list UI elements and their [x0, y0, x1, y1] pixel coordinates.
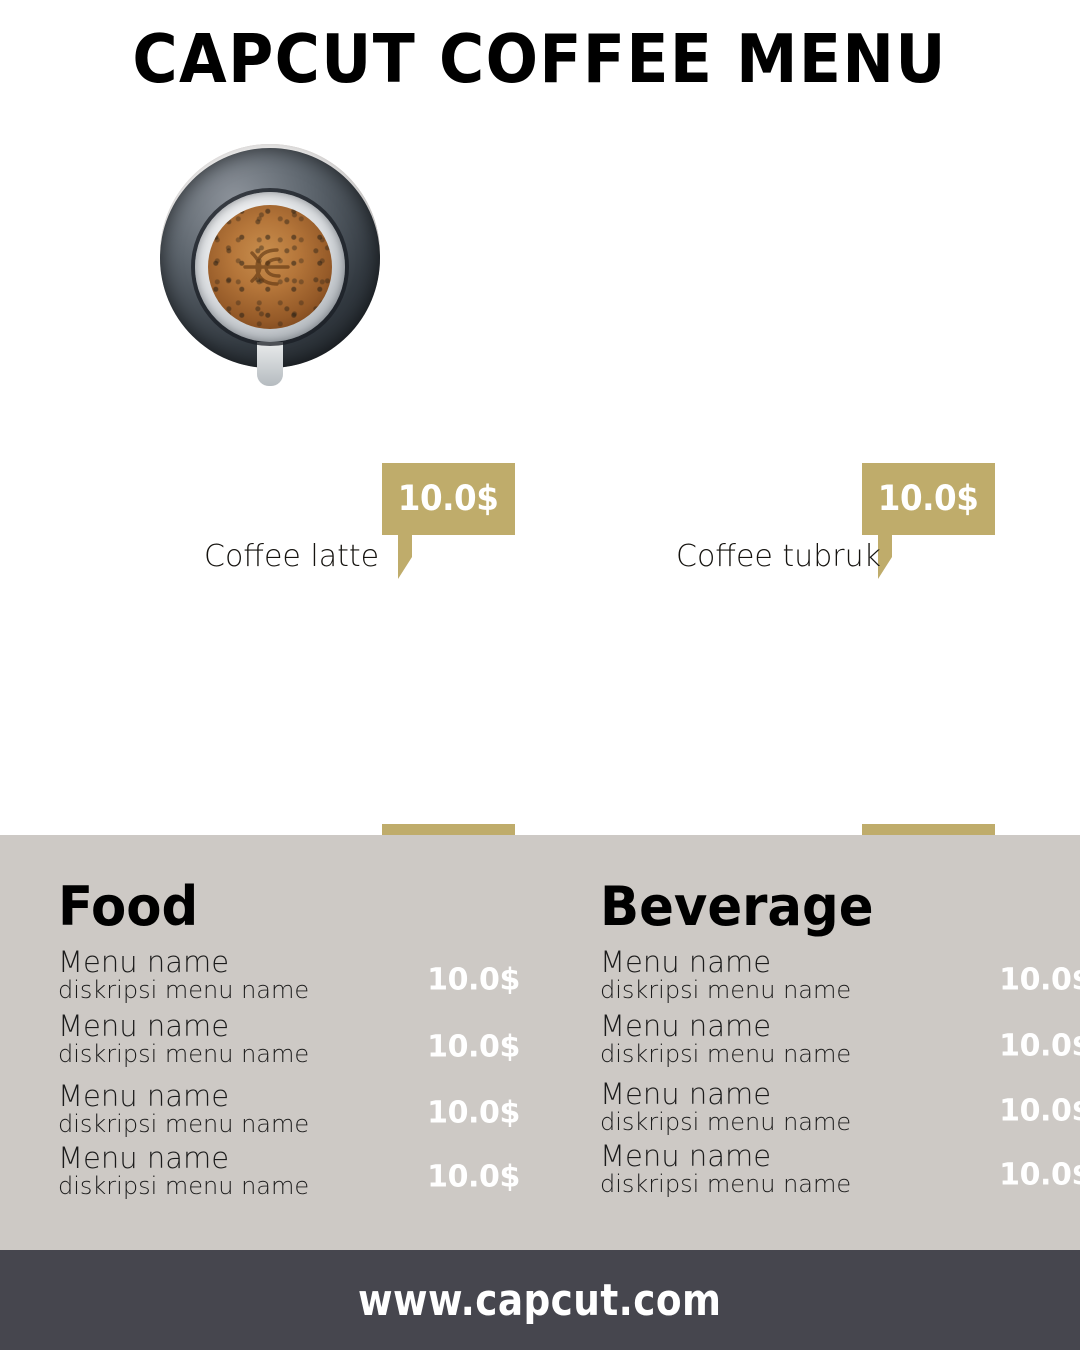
coffee-name-label: Coffee tubruk [676, 539, 881, 574]
menu-row[interactable]: Menu name diskripsi menu name 10.0$ [58, 945, 558, 1012]
coffee-name-label: Coffee latte [204, 539, 380, 574]
menu-row[interactable]: Menu name diskripsi menu name 10.0$ [58, 1079, 558, 1144]
price-label: 10.0$ [398, 479, 499, 519]
menu-item-price: 10.0$ [427, 1095, 520, 1131]
menu-item-price: 10.0$ [999, 1157, 1080, 1193]
menu-item-name: Menu name [600, 1139, 772, 1173]
menu-item-price: 10.0$ [999, 962, 1080, 998]
menu-row[interactable]: Menu name diskripsi menu name 10.0$ [58, 1141, 558, 1210]
menu-item-name: Menu name [58, 1079, 230, 1113]
menu-item-name: Menu name [600, 1077, 772, 1111]
title-bar: CAPCUT COFFEE MENU [0, 0, 1080, 118]
price-label: 10.0$ [878, 479, 979, 519]
menu-row[interactable]: Menu name diskripsi menu name 10.0$ [600, 945, 1080, 1012]
menu-row[interactable]: Menu name diskripsi menu name 10.0$ [600, 1139, 1080, 1208]
cup-handle-shape [257, 342, 283, 386]
cocoa-art-icon [243, 248, 290, 286]
price-badge[interactable]: 10.0$ [862, 463, 995, 579]
menu-rows-food: Menu name diskripsi menu name 10.0$ Menu… [58, 945, 558, 1210]
coffee-card-coklat[interactable]: 10.0$ Coffee coklat [0, 118, 995, 940]
price-badge[interactable]: 10.0$ [382, 463, 515, 579]
menu-item-description: diskripsi menu name [58, 975, 310, 1004]
website-label[interactable]: www.capcut.com [358, 1274, 722, 1326]
cup-shape [195, 192, 345, 342]
menu-item-name: Menu name [600, 1009, 772, 1043]
menu-item-price: 10.0$ [427, 962, 520, 998]
menu-item-price: 10.0$ [999, 1028, 1080, 1064]
page-title: CAPCUT COFFEE MENU [132, 20, 948, 98]
menu-row[interactable]: Menu name diskripsi menu name 10.0$ [58, 1009, 558, 1082]
menu-item-description: diskripsi menu name [58, 1171, 310, 1200]
menu-item-description: diskripsi menu name [600, 1039, 852, 1068]
coffee-grid: 10.0$ Coffee latte 10.0$ Coffee tubruk [0, 118, 1080, 940]
menu-row[interactable]: Menu name diskripsi menu name 10.0$ [600, 1077, 1080, 1142]
menu-item-description: diskripsi menu name [600, 1169, 852, 1198]
menu-item-name: Menu name [58, 945, 230, 979]
menu-item-name: Menu name [600, 945, 772, 979]
menu-item-price: 10.0$ [427, 1159, 520, 1195]
menu-item-description: diskripsi menu name [58, 1039, 310, 1068]
chocolate-coffee-cup-image [154, 142, 386, 392]
menu-rows-beverage: Menu name diskripsi menu name 10.0$ Menu… [600, 945, 1080, 1208]
liquid-surface [208, 205, 332, 329]
menu-panel: Food Menu name diskripsi menu name 10.0$… [0, 835, 1080, 1250]
menu-item-description: diskripsi menu name [58, 1109, 310, 1138]
menu-item-description: diskripsi menu name [600, 975, 852, 1004]
menu-item-description: diskripsi menu name [600, 1107, 852, 1136]
menu-item-price: 10.0$ [999, 1093, 1080, 1129]
menu-item-name: Menu name [58, 1009, 230, 1043]
menu-item-name: Menu name [58, 1141, 230, 1175]
menu-column-food: Food Menu name diskripsi menu name 10.0$… [58, 835, 558, 1210]
footer-bar: www.capcut.com [0, 1250, 1080, 1350]
menu-item-price: 10.0$ [427, 1029, 520, 1065]
menu-row[interactable]: Menu name diskripsi menu name 10.0$ [600, 1009, 1080, 1080]
column-title-beverage: Beverage [600, 875, 874, 938]
menu-column-beverage: Beverage Menu name diskripsi menu name 1… [600, 835, 1080, 1208]
column-title-food: Food [58, 875, 199, 938]
